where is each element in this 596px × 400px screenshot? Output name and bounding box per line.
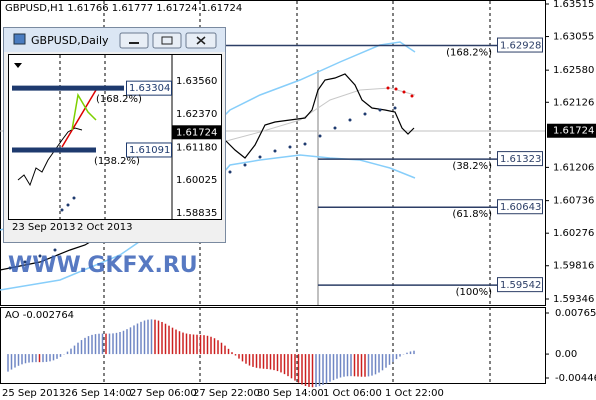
price-axis-label: 1.63515 bbox=[553, 0, 594, 10]
ao-histogram bbox=[7, 319, 415, 388]
price-axis-label: 1.61206 bbox=[553, 162, 594, 173]
inset-axis-label: 1.58835 bbox=[176, 208, 217, 219]
inset-current-label: 1.61724 bbox=[176, 127, 217, 138]
day-separators bbox=[103, 1, 491, 383]
fib-price: 1.61323 bbox=[500, 154, 541, 165]
inset-level-box bbox=[126, 142, 172, 158]
price-axis-label: 1.59346 bbox=[553, 294, 594, 305]
inset-level-percent: (168.2%) bbox=[96, 94, 142, 105]
time-axis-label: 1 Oct 22:00 bbox=[385, 388, 444, 399]
inset-title: GBPUSD,Daily bbox=[31, 34, 109, 47]
fib-percent: (38.2%) bbox=[452, 161, 492, 172]
watermark: WWW.GKFX.RU bbox=[8, 253, 198, 278]
price-axis-label: 1.60736 bbox=[553, 196, 594, 207]
inset-date: 23 Sep 2013 bbox=[12, 222, 75, 233]
sar-dots bbox=[8, 106, 397, 270]
inset-axis-label: 1.62370 bbox=[176, 109, 217, 120]
fib-price-box bbox=[497, 151, 543, 167]
time-axis-label: 1 Oct 06:00 bbox=[323, 388, 382, 399]
app-icon bbox=[13, 33, 26, 45]
fib-percent: (168.2%) bbox=[446, 48, 492, 59]
fib-price: 1.60643 bbox=[500, 202, 541, 213]
ao-axis-label: 0.00 bbox=[555, 349, 577, 360]
time-axis-label: 30 Sep 14:00 bbox=[257, 388, 324, 399]
inset-level-price: 1.63304 bbox=[129, 83, 170, 94]
sar-dots-red bbox=[386, 86, 414, 98]
time-axis-label: 27 Sep 22:00 bbox=[193, 388, 260, 399]
fib-price-box bbox=[497, 37, 543, 53]
ao-frame bbox=[0, 307, 546, 384]
inset-date: 2 Oct 2013 bbox=[77, 222, 132, 233]
current-price-box bbox=[547, 123, 596, 138]
ao-axis-label: 0.007658 bbox=[555, 308, 596, 319]
time-axis-label: 26 Sep 14:00 bbox=[65, 388, 132, 399]
price-axis-label: 1.59816 bbox=[553, 261, 594, 272]
inset-current-box bbox=[172, 125, 221, 140]
inset-axis-label: 1.60025 bbox=[176, 175, 217, 186]
fib-percent: (61.8%) bbox=[452, 209, 492, 220]
inset-price bbox=[17, 127, 83, 187]
chart-header: GBPUSD,H1 1.61766 1.61777 1.61724 1.6172… bbox=[5, 3, 242, 14]
ao-axis-label: -0.00446 bbox=[555, 373, 596, 384]
current-price-label: 1.61724 bbox=[553, 126, 594, 137]
minimize-button[interactable] bbox=[119, 32, 149, 49]
price-axis-label: 1.62126 bbox=[553, 97, 594, 108]
ao-label: AO -0.002764 bbox=[5, 310, 74, 321]
fib-price-box bbox=[497, 199, 543, 215]
time-axis-label: 27 Sep 06:00 bbox=[130, 388, 197, 399]
restore-button[interactable] bbox=[152, 32, 182, 49]
price-axis-label: 1.62580 bbox=[553, 65, 594, 76]
inset-axis-label: 1.63560 bbox=[176, 76, 217, 87]
fib-levels bbox=[225, 37, 543, 293]
main-frame bbox=[0, 0, 546, 306]
inset-level-box bbox=[126, 80, 172, 96]
fib-percent: (100%) bbox=[456, 287, 492, 298]
inset-levels bbox=[12, 80, 172, 158]
fib-price: 1.59542 bbox=[500, 280, 541, 291]
inset-level-percent: (138.2%) bbox=[94, 156, 140, 167]
price-axis-label: 1.63055 bbox=[553, 32, 594, 43]
inset-level-price: 1.61091 bbox=[129, 145, 170, 156]
time-axis-label: 25 Sep 2013 bbox=[2, 388, 65, 399]
fib-price: 1.62928 bbox=[500, 41, 541, 52]
price-axis-label: 1.60276 bbox=[553, 228, 594, 239]
fib-price-box bbox=[497, 277, 543, 293]
inset-axis-label: 1.61180 bbox=[176, 142, 217, 153]
